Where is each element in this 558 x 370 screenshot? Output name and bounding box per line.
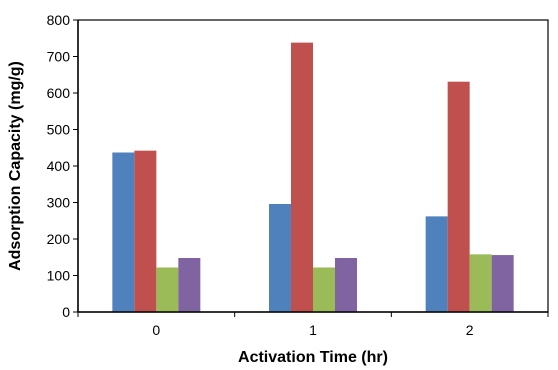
y-tick-label: 800: [47, 12, 71, 28]
y-axis-ticks: 0 100 200 300 400 500 600 700 800: [47, 12, 78, 320]
y-tick-label: 200: [47, 231, 71, 247]
y-tick-label: 400: [47, 158, 71, 174]
x-tick-label: 0: [152, 322, 160, 338]
y-tick-label: 100: [47, 268, 71, 284]
y-tick-label: 300: [47, 195, 71, 211]
x-tick-label: 1: [309, 322, 317, 338]
x-tick-label: 2: [466, 322, 474, 338]
bar-1-1: [291, 42, 313, 312]
bar-0-2: [156, 267, 179, 312]
y-tick-label: 600: [47, 85, 71, 101]
x-axis-ticks: 0 1 2: [77, 312, 549, 338]
bar-0-0: [112, 152, 135, 312]
bar-0-3: [178, 257, 201, 312]
bar-2-1: [447, 81, 470, 312]
x-axis-title: Activation Time (hr): [238, 349, 388, 366]
bar-1-0: [269, 203, 291, 312]
bar-2-0: [425, 216, 448, 312]
y-tick-label: 500: [47, 122, 71, 138]
bar-1-2: [313, 267, 335, 312]
y-tick-label: 0: [62, 304, 70, 320]
bar-2-3: [491, 255, 514, 312]
y-axis-title: Adsorption Capacity (mg/g): [7, 61, 24, 271]
bar-2-2: [469, 254, 492, 312]
bars-group: [112, 42, 514, 312]
bar-0-1: [134, 150, 157, 312]
bar-1-3: [335, 257, 357, 312]
y-tick-label: 700: [47, 49, 71, 65]
